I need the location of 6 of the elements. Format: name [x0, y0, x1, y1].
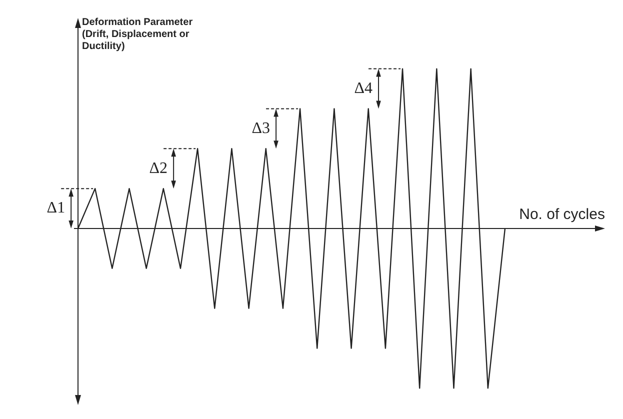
- annotation: Δ2: [149, 160, 168, 177]
- annotation: Δ3: [252, 120, 270, 137]
- x-axis-title: No. of cycles: [519, 206, 605, 224]
- text: Δ1: [46, 200, 66, 217]
- annotation: Δ4: [354, 80, 373, 97]
- y-axis-title: Deformation Parameter (Drift, Displacement or Ductility): [82, 16, 193, 52]
